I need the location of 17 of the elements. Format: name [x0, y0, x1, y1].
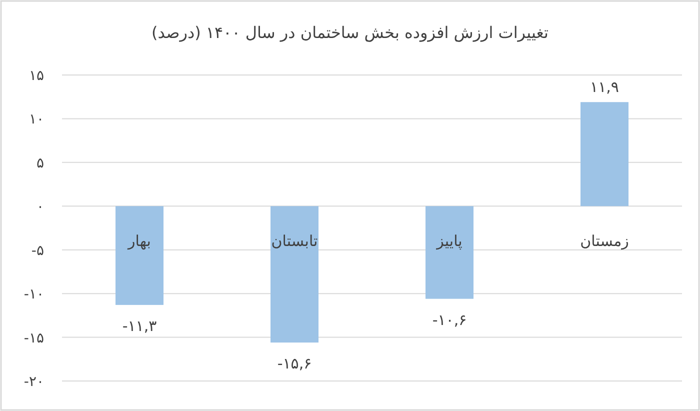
x-tick-label: بهار: [127, 232, 151, 250]
x-tick-label: پاییز: [436, 232, 462, 250]
chart-title: تغییرات ارزش افزوده بخش ساختمان در سال ۱۴۰۰ (درصد): [152, 23, 548, 42]
y-tick-label: ۵: [36, 155, 44, 172]
x-tick-label: زمستان: [580, 232, 629, 250]
data-label: ۱۱,۹: [590, 78, 619, 96]
y-tick-label: -۱۰: [24, 286, 44, 303]
data-label: -۱۱,۳: [122, 316, 157, 335]
y-tick-label: ۱۵: [28, 68, 44, 84]
y-tick-label: -۲۰: [24, 374, 44, 390]
y-tick-label: ۰: [36, 199, 44, 216]
y-tick-label: -۵: [31, 242, 44, 259]
y-tick-label: ۱۰: [28, 112, 44, 128]
y-tick-label: -۱۵: [24, 330, 44, 346]
data-label: -۱۵,۶: [277, 354, 312, 373]
data-label: -۱۰,۶: [432, 310, 467, 329]
x-tick-label: تابستان: [271, 232, 318, 250]
